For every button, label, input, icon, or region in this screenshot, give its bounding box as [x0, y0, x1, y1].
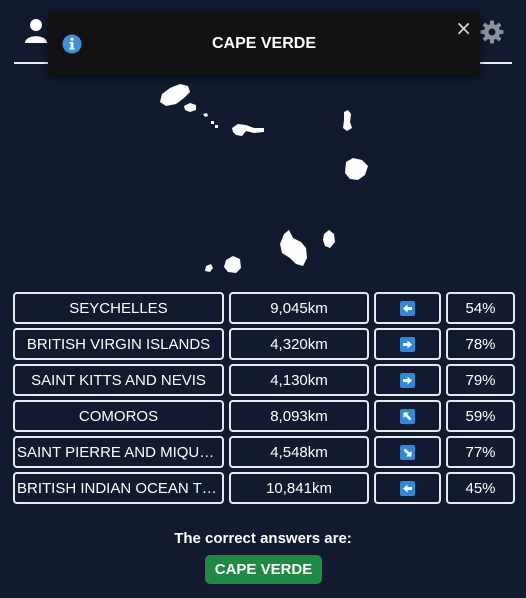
guess-proximity: 78% [446, 328, 515, 360]
guess-direction [374, 364, 441, 396]
guess-country: COMOROS [13, 400, 224, 432]
answers-label: The correct answers are: [0, 530, 526, 547]
guess-distance: 4,548km [229, 436, 369, 468]
guess-distance: 8,093km [229, 400, 369, 432]
country-silhouette [150, 78, 380, 278]
arrow-up-left-icon [400, 409, 415, 424]
guess-distance: 4,130km [229, 364, 369, 396]
close-icon[interactable]: × [455, 18, 472, 38]
guess-distance: 10,841km [229, 472, 369, 504]
guess-direction [374, 472, 441, 504]
guess-direction [374, 400, 441, 432]
guess-distance: 4,320km [229, 328, 369, 360]
guess-proximity: 45% [446, 472, 515, 504]
guess-country: BRITISH INDIAN OCEAN TERRITORY [13, 472, 224, 504]
arrow-right-icon [400, 337, 415, 352]
guess-row: BRITISH INDIAN OCEAN TERRITORY 10,841km … [13, 472, 515, 504]
notification-toast: CAPE VERDE × [48, 12, 480, 76]
arrow-down-right-icon [400, 445, 415, 460]
guess-country: SEYCHELLES [13, 292, 224, 324]
guess-proximity: 54% [446, 292, 515, 324]
guess-proximity: 77% [446, 436, 515, 468]
guess-row: SEYCHELLES 9,045km 54% [13, 292, 515, 324]
guess-row: COMOROS 8,093km 59% [13, 400, 515, 432]
toast-title: CAPE VERDE [48, 35, 480, 53]
arrow-right-icon [400, 373, 415, 388]
guess-distance: 9,045km [229, 292, 369, 324]
guess-country: BRITISH VIRGIN ISLANDS [13, 328, 224, 360]
guess-direction [374, 328, 441, 360]
arrow-left-icon [400, 481, 415, 496]
guess-direction [374, 436, 441, 468]
correct-answer-badge: CAPE VERDE [205, 555, 322, 584]
guess-direction [374, 292, 441, 324]
guess-proximity: 59% [446, 400, 515, 432]
guess-country: SAINT KITTS AND NEVIS [13, 364, 224, 396]
guess-country: SAINT PIERRE AND MIQUELON [13, 436, 224, 468]
arrow-left-icon [400, 301, 415, 316]
guess-row: SAINT KITTS AND NEVIS 4,130km 79% [13, 364, 515, 396]
gear-icon[interactable] [480, 20, 504, 44]
user-icon[interactable] [24, 18, 48, 44]
guess-row: BRITISH VIRGIN ISLANDS 4,320km 78% [13, 328, 515, 360]
guess-proximity: 79% [446, 364, 515, 396]
guess-row: SAINT PIERRE AND MIQUELON 4,548km 77% [13, 436, 515, 468]
